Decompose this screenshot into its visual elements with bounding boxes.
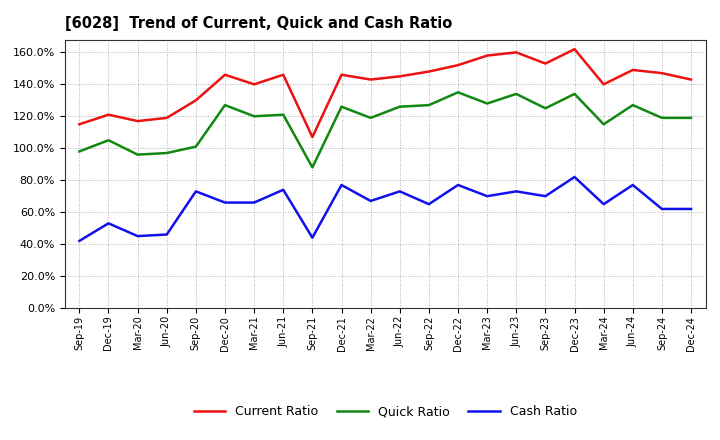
Cash Ratio <box>512 189 521 194</box>
Quick Ratio <box>163 150 171 156</box>
Current Ratio <box>483 53 492 58</box>
Current Ratio <box>192 98 200 103</box>
Quick Ratio <box>366 115 375 121</box>
Quick Ratio <box>657 115 666 121</box>
Text: [6028]  Trend of Current, Quick and Cash Ratio: [6028] Trend of Current, Quick and Cash … <box>65 16 452 32</box>
Cash Ratio <box>308 235 317 240</box>
Cash Ratio <box>366 198 375 204</box>
Quick Ratio <box>279 112 287 117</box>
Quick Ratio <box>308 165 317 170</box>
Current Ratio <box>425 69 433 74</box>
Current Ratio <box>570 47 579 52</box>
Current Ratio <box>250 82 258 87</box>
Quick Ratio <box>599 121 608 127</box>
Current Ratio <box>337 72 346 77</box>
Cash Ratio <box>163 232 171 237</box>
Current Ratio <box>599 82 608 87</box>
Quick Ratio <box>425 103 433 108</box>
Current Ratio <box>541 61 550 66</box>
Legend: Current Ratio, Quick Ratio, Cash Ratio: Current Ratio, Quick Ratio, Cash Ratio <box>189 400 582 423</box>
Cash Ratio <box>483 194 492 199</box>
Quick Ratio <box>570 91 579 96</box>
Quick Ratio <box>395 104 404 109</box>
Line: Quick Ratio: Quick Ratio <box>79 92 691 167</box>
Current Ratio <box>454 62 462 68</box>
Current Ratio <box>395 74 404 79</box>
Cash Ratio <box>454 182 462 187</box>
Current Ratio <box>220 72 229 77</box>
Cash Ratio <box>133 234 142 239</box>
Current Ratio <box>163 115 171 121</box>
Quick Ratio <box>75 149 84 154</box>
Current Ratio <box>366 77 375 82</box>
Cash Ratio <box>395 189 404 194</box>
Current Ratio <box>657 70 666 76</box>
Cash Ratio <box>570 174 579 180</box>
Cash Ratio <box>104 221 113 226</box>
Cash Ratio <box>425 202 433 207</box>
Quick Ratio <box>454 90 462 95</box>
Quick Ratio <box>337 104 346 109</box>
Cash Ratio <box>629 182 637 187</box>
Cash Ratio <box>337 182 346 187</box>
Quick Ratio <box>512 91 521 96</box>
Quick Ratio <box>687 115 696 121</box>
Current Ratio <box>133 118 142 124</box>
Cash Ratio <box>279 187 287 192</box>
Current Ratio <box>75 121 84 127</box>
Line: Current Ratio: Current Ratio <box>79 49 691 137</box>
Quick Ratio <box>250 114 258 119</box>
Quick Ratio <box>104 138 113 143</box>
Current Ratio <box>687 77 696 82</box>
Current Ratio <box>512 50 521 55</box>
Quick Ratio <box>483 101 492 106</box>
Quick Ratio <box>220 103 229 108</box>
Current Ratio <box>308 134 317 139</box>
Cash Ratio <box>657 206 666 212</box>
Cash Ratio <box>192 189 200 194</box>
Cash Ratio <box>541 194 550 199</box>
Quick Ratio <box>133 152 142 157</box>
Cash Ratio <box>75 238 84 244</box>
Current Ratio <box>629 67 637 73</box>
Cash Ratio <box>687 206 696 212</box>
Current Ratio <box>279 72 287 77</box>
Quick Ratio <box>192 144 200 149</box>
Cash Ratio <box>220 200 229 205</box>
Quick Ratio <box>629 103 637 108</box>
Cash Ratio <box>599 202 608 207</box>
Line: Cash Ratio: Cash Ratio <box>79 177 691 241</box>
Quick Ratio <box>541 106 550 111</box>
Cash Ratio <box>250 200 258 205</box>
Current Ratio <box>104 112 113 117</box>
